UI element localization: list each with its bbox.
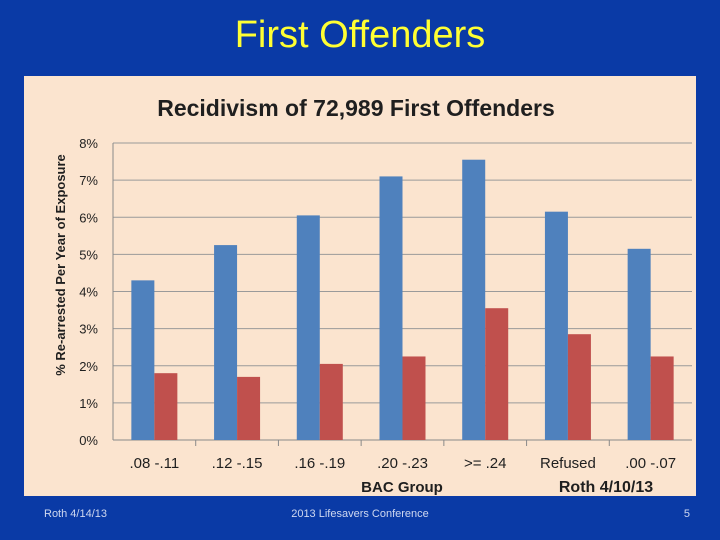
y-tick-label: 6% (79, 210, 98, 225)
y-tick-label: 4% (79, 285, 98, 300)
bar-2 (237, 376, 261, 440)
y-tick-label: 8% (79, 136, 98, 151)
bar-1 (627, 248, 651, 440)
bar-2 (485, 308, 509, 440)
bar-1 (296, 215, 320, 440)
bar-1 (214, 245, 238, 440)
bar-1 (462, 159, 486, 441)
footer-conference: 2013 Lifesavers Conference (291, 508, 429, 520)
x-axis-label: BAC Group (361, 479, 443, 496)
footer-page-number: 5 (683, 508, 690, 520)
bar-1 (544, 211, 568, 440)
y-axis-ticks: 0% 1% 2% 3% 4% 5% 6% 7% 8% (79, 136, 98, 448)
footer-author-date: Roth 4/14/13 (44, 508, 107, 520)
x-tick-label: .16 -.19 (294, 455, 345, 472)
x-tick-label: .00 -.07 (625, 455, 676, 472)
y-tick-label: 3% (79, 322, 98, 337)
bars (131, 159, 674, 441)
bar-2 (567, 334, 591, 440)
bar-1 (379, 176, 403, 440)
bar-2 (319, 363, 343, 440)
bar-2 (402, 356, 426, 440)
bar-1 (131, 280, 155, 440)
x-tick-label: .08 -.11 (129, 455, 179, 472)
y-tick-label: 7% (79, 173, 98, 188)
bar-chart: Recidivism of 72,989 First Offenders 0% 1… (53, 95, 692, 496)
x-tick-label: .12 -.15 (212, 455, 263, 472)
chart-annotation: Roth 4/10/13 (559, 479, 653, 496)
y-axis-label: % Re-arrested Per Year of Exposure (53, 154, 68, 376)
x-tick-label: >= .24 (464, 455, 507, 472)
y-tick-label: 2% (79, 359, 98, 374)
y-tick-label: 1% (79, 396, 98, 411)
y-tick-label: 5% (79, 247, 98, 262)
chart-title: Recidivism of 72,989 First Offenders (157, 95, 555, 121)
bar-2 (650, 356, 674, 440)
bar-2 (154, 373, 178, 440)
x-axis-ticks: .08 -.11 .12 -.15 .16 -.19 .20 -.23 >= .24 Re… (129, 455, 676, 472)
slide-title: First Offenders (234, 14, 486, 56)
x-tick-label: Refused (540, 455, 596, 472)
x-tick-label: .20 -.23 (377, 455, 428, 472)
y-tick-label: 0% (79, 433, 98, 448)
